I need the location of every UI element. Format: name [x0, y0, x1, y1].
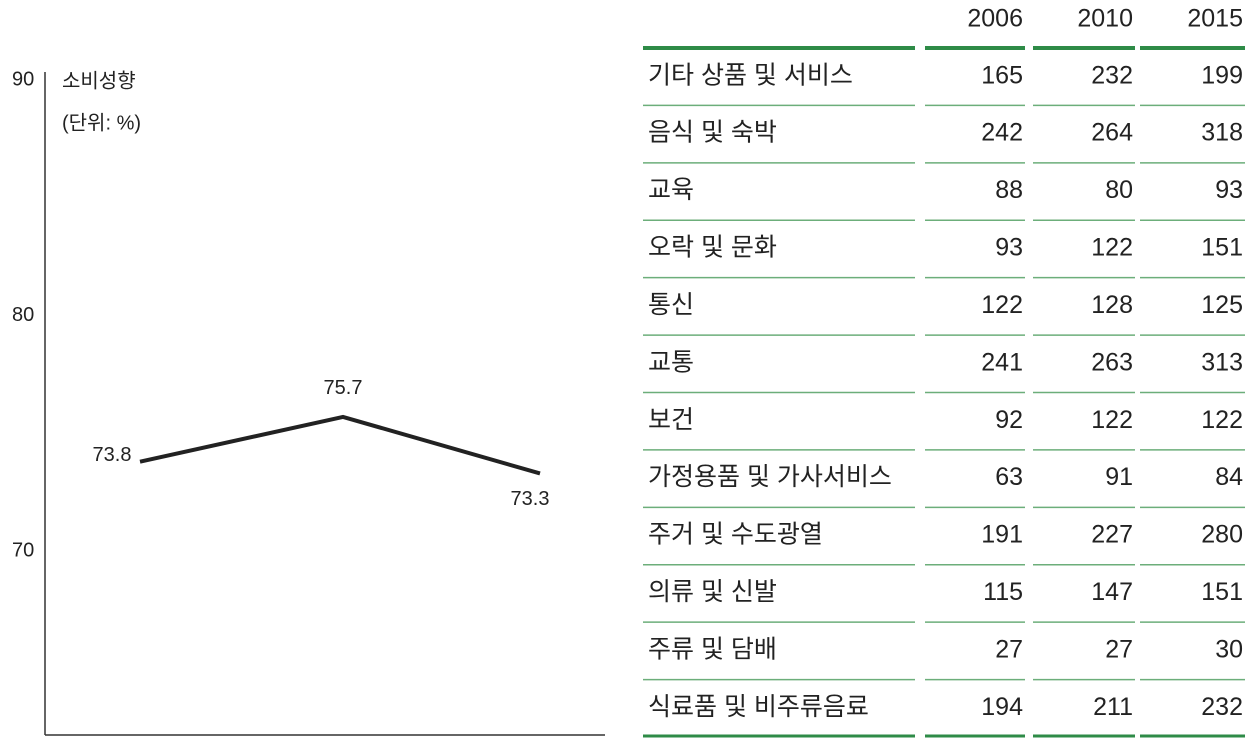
cell: 263 [1091, 348, 1133, 376]
cell: 280 [1201, 521, 1243, 549]
cell: 227 [1091, 521, 1133, 549]
y-tick-label: 70 [12, 540, 34, 562]
cell: 318 [1201, 119, 1243, 147]
cell: 91 [1105, 463, 1133, 491]
cell: 194 [981, 693, 1023, 721]
cell: 30 [1215, 635, 1243, 663]
cell: 27 [1105, 635, 1133, 663]
cell: 115 [983, 578, 1023, 606]
cell: 122 [1091, 234, 1133, 262]
column-header: 2010 [1077, 5, 1133, 33]
y-tick-label: 80 [12, 304, 34, 326]
row-label: 가정용품 및 가사서비스 [648, 463, 892, 491]
cell: 122 [1201, 406, 1243, 434]
cell: 232 [1201, 693, 1243, 721]
cell: 313 [1201, 348, 1243, 376]
line [139, 414, 541, 476]
row-label: 음식 및 숙박 [648, 119, 777, 147]
row-label: 보건 [648, 406, 694, 434]
cell: 122 [1091, 406, 1133, 434]
cell: 63 [995, 463, 1023, 491]
row-label: 식료품 및 비주류음료 [648, 693, 869, 721]
cell: 147 [1091, 578, 1133, 606]
cell: 264 [1091, 119, 1133, 147]
cell: 242 [981, 119, 1023, 147]
cell: 93 [1215, 176, 1243, 204]
cell: 232 [1091, 61, 1133, 89]
row-label: 오락 및 문화 [648, 234, 777, 262]
cell: 84 [1215, 463, 1243, 491]
column-header: 2006 [967, 5, 1023, 33]
row-label: 통신 [648, 291, 694, 319]
row-label: 기타 상품 및 서비스 [648, 61, 853, 89]
chart-title: 소비성향 [62, 69, 136, 92]
cell: 80 [1105, 176, 1133, 204]
y-tick-label: 90 [12, 68, 34, 90]
cell: 122 [981, 291, 1023, 319]
cell: 92 [995, 406, 1023, 434]
row-label: 교통 [648, 348, 694, 376]
cell: 27 [995, 635, 1023, 663]
row-label: 의류 및 신발 [648, 578, 777, 606]
cell: 165 [981, 61, 1023, 89]
cell: 191 [981, 521, 1023, 549]
data-label: 75.7 [324, 377, 363, 399]
data-label: 73.8 [93, 444, 132, 466]
cell: 241 [981, 348, 1023, 376]
row-label: 주거 및 수도광열 [648, 521, 823, 549]
cell: 88 [995, 176, 1023, 204]
cell: 211 [1093, 693, 1133, 721]
cell: 125 [1201, 291, 1243, 319]
cell: 151 [1201, 234, 1243, 262]
cell: 128 [1091, 291, 1133, 319]
cell: 199 [1201, 61, 1243, 89]
row-label: 주류 및 담배 [648, 635, 777, 663]
chart-subtitle: (단위: %) [62, 111, 141, 134]
cell: 151 [1201, 578, 1243, 606]
data-label: 73.3 [511, 488, 550, 510]
cell: 93 [995, 234, 1023, 262]
column-header: 2015 [1187, 5, 1243, 33]
row-label: 교육 [648, 176, 694, 204]
